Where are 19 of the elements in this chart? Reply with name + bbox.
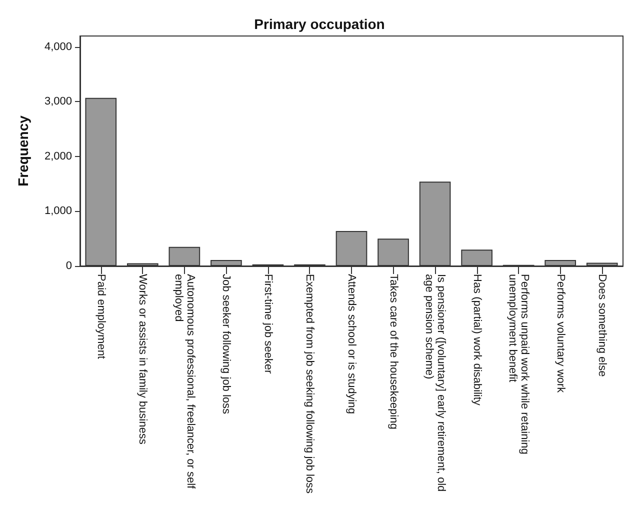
x-tick-label: Takes care of the housekeeping xyxy=(387,274,400,430)
y-tick-label: 0 xyxy=(66,260,72,272)
y-axis-title: Frequency xyxy=(15,115,31,186)
x-tick-label: Exempted from job seeking following job loss xyxy=(304,274,316,494)
x-tick-label: Autonomous professional, freelancer, or self employed xyxy=(172,274,196,492)
chart-title: Primary occupation xyxy=(254,16,385,32)
y-tick-label: 3,000 xyxy=(44,96,72,108)
x-tick-label: Job seeker following job loss xyxy=(220,274,232,415)
x-tick-label: First-time job seeker xyxy=(262,274,274,374)
y-tick-label: 4,000 xyxy=(44,40,72,53)
x-tick-label: Attends school or is studying xyxy=(346,274,358,414)
x-tick-label: Has (partial) work disability xyxy=(470,274,483,406)
x-tick-label: Performs voluntary work xyxy=(554,274,566,394)
x-tick-label: Is pensioner ([voluntary] early retirement, old age pension scheme) xyxy=(423,274,448,495)
x-tick-label: Paid employment xyxy=(94,274,107,359)
x-tick-label: Works or assists in family business xyxy=(136,274,149,445)
y-tick-label: 2,000 xyxy=(44,150,72,162)
x-tick-label: Does something else xyxy=(596,274,608,377)
y-tick-label: 1,000 xyxy=(44,205,72,218)
